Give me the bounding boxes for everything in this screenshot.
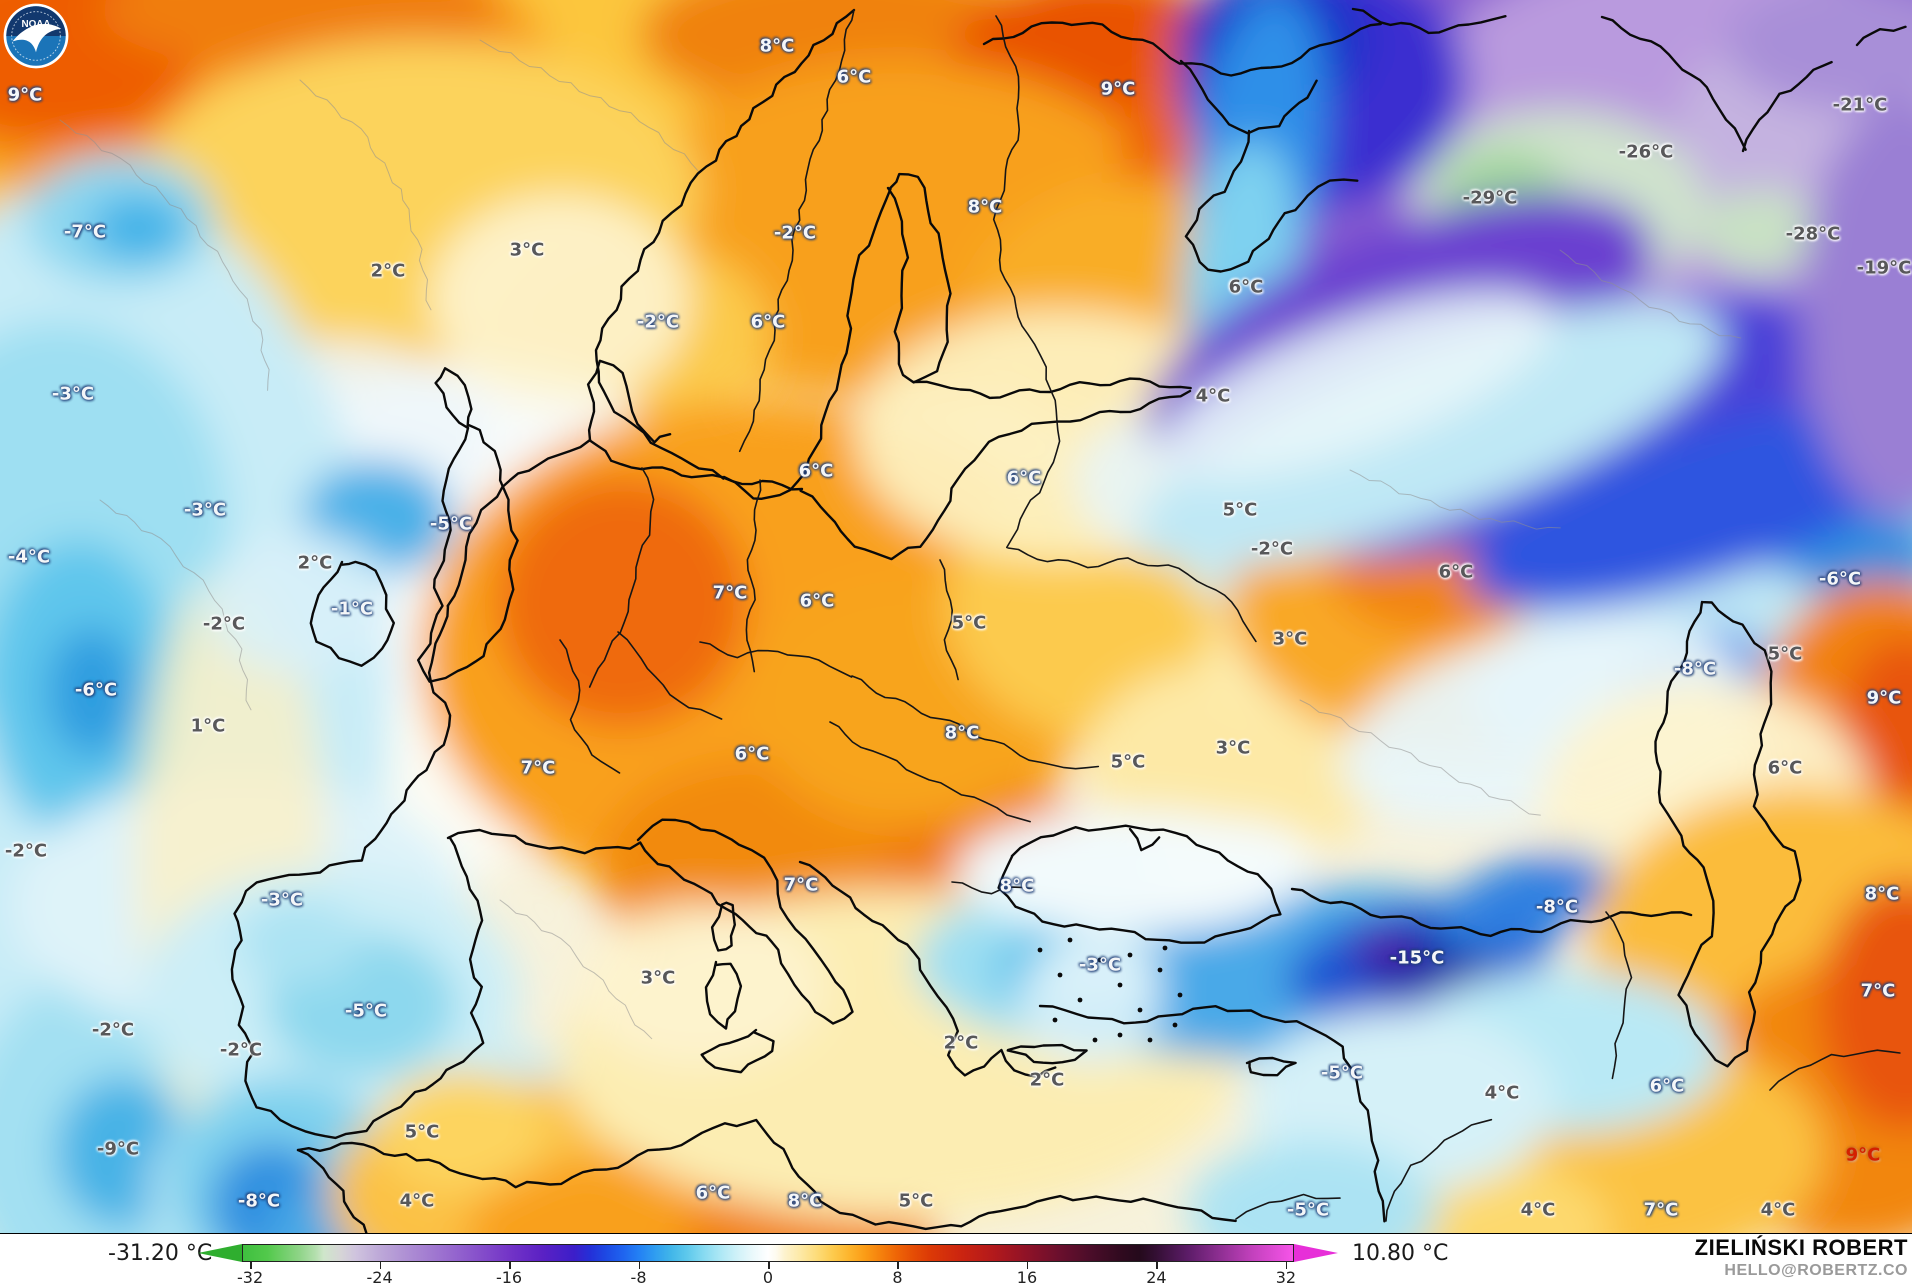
- colorbar-tick: [250, 1262, 252, 1269]
- noaa-logo: NOAA: [3, 3, 69, 69]
- colorbar-tick: [509, 1262, 511, 1269]
- colorbar-tick-label: -24: [366, 1268, 393, 1287]
- colorbar-tick: [1156, 1262, 1158, 1269]
- colorbar-tick-label: 16: [1016, 1268, 1038, 1287]
- colorbar-tick-label: -8: [630, 1268, 647, 1287]
- attribution-email: HELLO@ROBERTZ.CO: [1724, 1262, 1908, 1279]
- colorbar: [242, 1244, 1294, 1262]
- colorbar-tick: [1026, 1262, 1029, 1269]
- colorbar-right-arrow: [1294, 1244, 1338, 1262]
- europe-temperature-anomaly-map: 9°C -7°C 2°C 3°C -3°C 8°C 6°C 9°C 8°C -2°C 6°C -2°C…: [0, 0, 1912, 1234]
- colorbar-tick: [379, 1262, 382, 1269]
- noaa-logo-text: NOAA: [21, 19, 50, 30]
- attribution: ZIELIŃSKI ROBERT HELLO@ROBERTZ.CO: [1695, 1235, 1908, 1281]
- attribution-name: ZIELIŃSKI ROBERT: [1694, 1235, 1908, 1260]
- colorbar-tick-label: -16: [495, 1268, 523, 1287]
- colorbar-tick: [638, 1262, 641, 1269]
- colorbar-tick-label: 8: [892, 1268, 903, 1287]
- colorbar-tick-label: 32: [1275, 1268, 1297, 1287]
- colorbar-tick: [768, 1262, 770, 1269]
- colorbar-tick-label: 24: [1146, 1268, 1167, 1287]
- legend-strip: -31.20 °C 10.80 °C -32 -24 -16 -8 0 8 16 24 32 Z…: [0, 1235, 1912, 1287]
- colorbar-tick-label: -32: [237, 1268, 264, 1287]
- colorbar-tick-label: 0: [762, 1268, 774, 1287]
- colorbar-min-value: -31.20 °C: [108, 1241, 213, 1266]
- colorbar-tick: [1285, 1262, 1288, 1269]
- colorbar-max-value: 10.80 °C: [1352, 1241, 1449, 1266]
- map-canvas: [0, 0, 1912, 1233]
- colorbar-left-arrow: [198, 1244, 242, 1262]
- colorbar-tick: [897, 1262, 899, 1269]
